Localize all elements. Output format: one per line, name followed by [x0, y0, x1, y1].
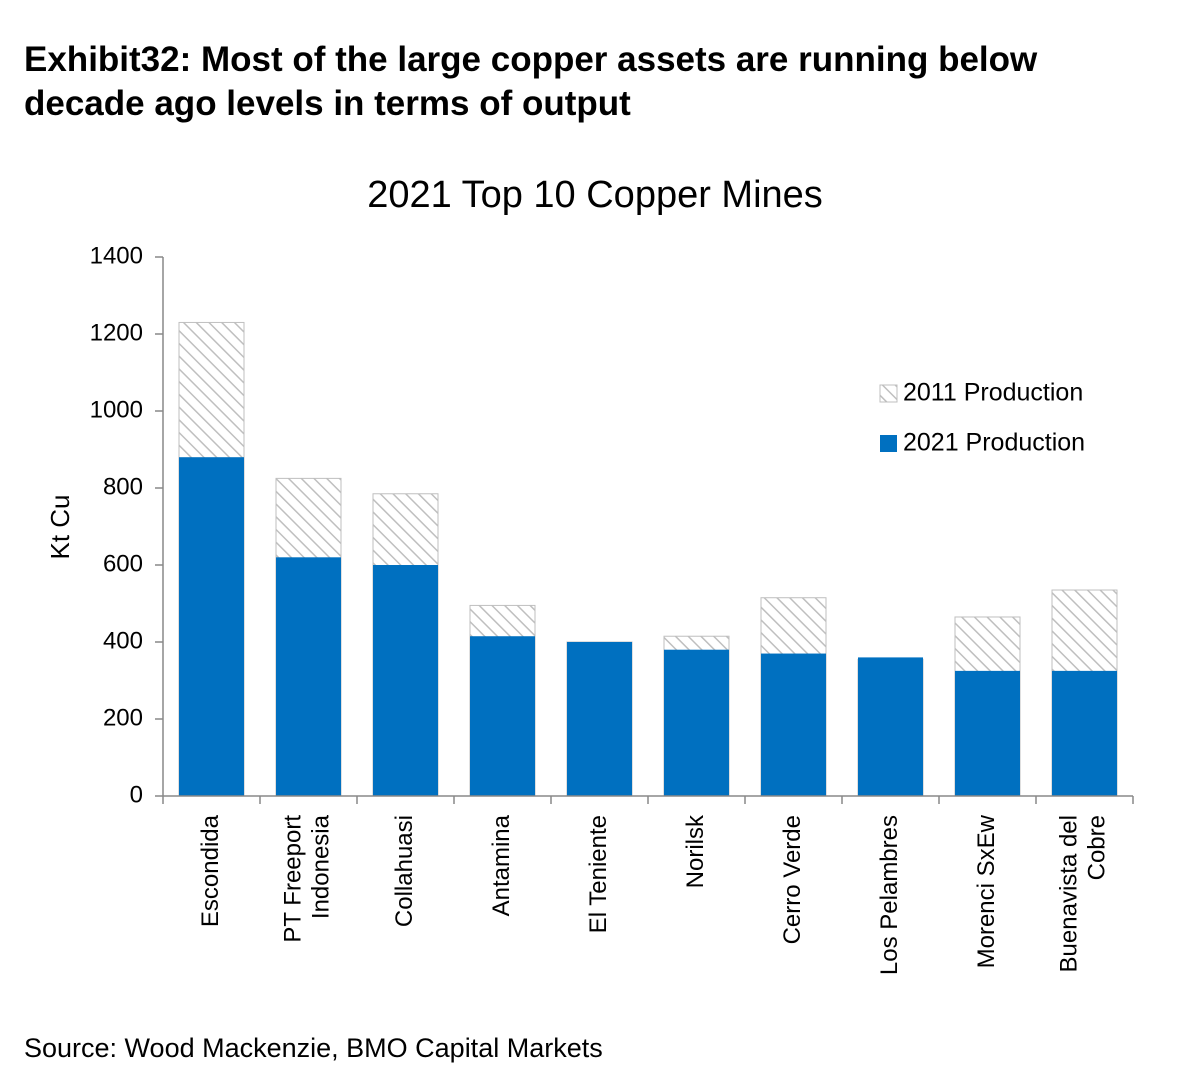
bar: [373, 565, 438, 796]
bar: [955, 670, 1020, 796]
x-tick-label: Antamina: [488, 814, 515, 916]
x-tick-label: PT FreeportIndonesia: [280, 814, 335, 942]
x-tick-label: Collahuasi: [391, 815, 418, 927]
x-tick-label: Morenci SxEw: [973, 814, 1000, 968]
y-tick-label: 200: [103, 704, 143, 731]
bar: [179, 457, 244, 796]
x-tick-label: Buenavista delCobre: [1056, 815, 1111, 972]
legend-swatch: [879, 384, 898, 403]
y-tick-label: 1000: [90, 396, 143, 423]
bar: [470, 636, 535, 796]
x-tick-label: Cerro Verde: [779, 815, 806, 944]
legend-label: 2011 Production: [903, 379, 1083, 407]
y-tick-label: 600: [103, 550, 143, 577]
x-tick-label: Los Pelambres: [876, 815, 903, 975]
legend-label: 2021 Production: [903, 429, 1085, 457]
bar: [567, 642, 632, 796]
source: Source: Wood Mackenzie, BMO Capital Mark…: [24, 1033, 603, 1063]
x-tick-label: Norilsk: [682, 814, 709, 888]
legend-swatch: [880, 435, 897, 452]
bar: [664, 649, 729, 796]
x-tick-label: El Teniente: [585, 815, 612, 933]
bar: [1052, 670, 1117, 796]
header: Exhibit32: Most of the large copper asse…: [24, 40, 1038, 123]
y-tick-label: 800: [103, 473, 143, 500]
chart-title: 2021 Top 10 Copper Mines: [367, 174, 823, 216]
y-tick-label: 0: [130, 781, 143, 808]
bar: [276, 557, 341, 796]
y-axis-label: Kt Cu: [45, 494, 75, 559]
y-tick-label: 1200: [90, 319, 143, 346]
x-tick-label: Escondida: [197, 814, 224, 927]
bar: [761, 653, 826, 796]
y-tick-label: 400: [103, 627, 143, 654]
bar: [858, 657, 923, 796]
y-tick-label: 1400: [90, 242, 143, 269]
